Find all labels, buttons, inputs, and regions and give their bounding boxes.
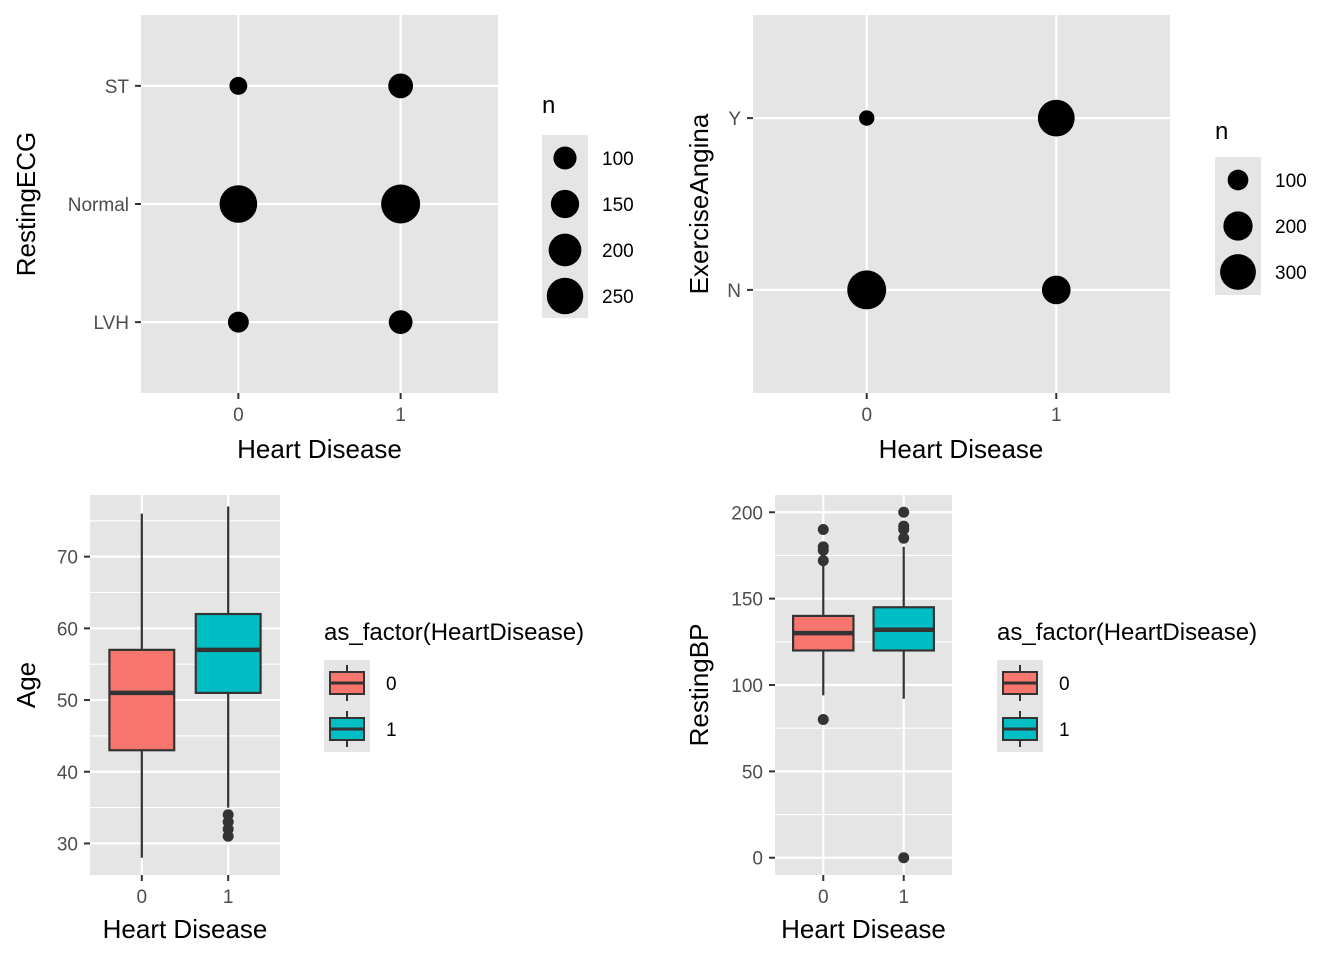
count-point [388, 73, 414, 99]
outlier-point [817, 524, 829, 536]
count-point [381, 184, 421, 224]
y-tick-label: 150 [731, 590, 763, 611]
chart-restingbp-boxplot: 0 50 100 150 200 0 1 Heart Disease RestingBP a… [684, 495, 1257, 944]
count-point [1037, 99, 1075, 137]
fill-legend: as_factor(HeartDisease) 0 1 [997, 619, 1257, 752]
outlier-point [222, 809, 234, 821]
y-tick-label: Normal [68, 195, 129, 216]
boxes [792, 506, 935, 864]
x-axis-title: Heart Disease [103, 914, 268, 944]
legend-size-key [1223, 211, 1253, 241]
y-axis-title: RestingECG [11, 132, 41, 277]
y-tick-label: 40 [57, 763, 78, 784]
count-point [219, 185, 258, 223]
legend-label: 200 [602, 241, 634, 262]
y-axis-title: RestingBP [684, 624, 714, 747]
legend-title: n [542, 92, 555, 119]
count-point [847, 270, 887, 310]
box-iqr [108, 648, 176, 752]
y-tick-label: 0 [752, 849, 763, 870]
count-point [859, 110, 875, 126]
axis-ticks: 30 40 50 60 70 0 1 [57, 548, 234, 908]
y-tick-label: 70 [57, 548, 78, 569]
legend-size-key [1220, 254, 1256, 290]
box-0 [108, 513, 176, 858]
outlier-point [817, 555, 829, 567]
size-legend: n 100 200 300 [1215, 118, 1307, 295]
size-legend: n 100 150 200 250 [542, 92, 634, 318]
y-tick-label: 30 [57, 834, 78, 855]
y-tick-label: ST [105, 77, 130, 98]
count-points [847, 99, 1075, 310]
x-tick-label: 1 [223, 887, 234, 908]
count-point [229, 76, 248, 95]
legend-size-key [553, 146, 577, 170]
y-tick-label: 200 [731, 503, 763, 524]
x-tick-label: 0 [137, 887, 148, 908]
y-tick-label: N [727, 281, 741, 302]
legend-title: as_factor(HeartDisease) [324, 619, 584, 646]
legend-label: 1 [1059, 720, 1070, 741]
x-axis-title: Heart Disease [237, 434, 402, 464]
legend-label: 250 [602, 287, 634, 308]
outlier-point [817, 714, 829, 726]
count-point [227, 311, 249, 333]
chart-resting-ecg: 0 1 LVH Normal ST Heart Disease RestingECG n… [11, 15, 634, 464]
count-points [219, 73, 421, 335]
x-tick-label: 1 [898, 887, 909, 908]
x-tick-label: 0 [818, 887, 829, 908]
legend-size-key [548, 233, 582, 267]
fill-legend: as_factor(HeartDisease) 0 1 [324, 619, 584, 752]
legend-title: n [1215, 118, 1228, 145]
legend-label: 0 [386, 674, 397, 695]
legend-size-key [546, 277, 584, 315]
grid-lines [753, 15, 1170, 393]
box-iqr [194, 612, 262, 694]
x-tick-label: 0 [233, 405, 244, 426]
box-0 [792, 524, 855, 726]
legend-label: 300 [1275, 263, 1307, 284]
outlier-point [898, 520, 910, 532]
boxes [108, 506, 262, 858]
legend-size-key [1227, 169, 1249, 191]
x-tick-label: 0 [861, 405, 872, 426]
legend-label: 1 [386, 720, 397, 741]
plot-panel [753, 15, 1170, 393]
chart-age-boxplot: 30 40 50 60 70 0 1 Heart Disease Age as_factor… [11, 495, 584, 944]
y-tick-label: 50 [57, 691, 78, 712]
outlier-point [898, 532, 910, 544]
box-1 [872, 506, 935, 864]
outlier-point [817, 541, 829, 553]
y-axis-title: ExerciseAngina [684, 113, 714, 294]
x-tick-label: 1 [1051, 405, 1062, 426]
outlier-point [898, 506, 910, 518]
legend-label: 150 [602, 195, 634, 216]
x-axis-title: Heart Disease [879, 434, 1044, 464]
count-point [1041, 275, 1071, 305]
legend-title: as_factor(HeartDisease) [997, 619, 1257, 646]
x-axis-title: Heart Disease [781, 914, 946, 944]
legend-label: 100 [602, 149, 634, 170]
y-tick-label: 60 [57, 619, 78, 640]
axis-ticks: 0 1 LVH Normal ST [68, 77, 406, 426]
y-axis-title: Age [11, 662, 41, 708]
count-point [388, 310, 413, 335]
y-tick-label: Y [728, 109, 741, 130]
axis-ticks: 0 1 N Y [727, 109, 1061, 426]
axis-ticks: 0 50 100 150 200 0 1 [731, 503, 909, 908]
chart-exercise-angina: 0 1 N Y Heart Disease ExerciseAngina n 100 2… [684, 15, 1307, 464]
y-tick-label: LVH [93, 313, 129, 334]
legend-label: 200 [1275, 217, 1307, 238]
box-1 [194, 506, 262, 842]
y-tick-label: 100 [731, 676, 763, 697]
legend-size-key [550, 189, 580, 219]
outlier-point [898, 852, 910, 864]
legend-label: 0 [1059, 674, 1070, 695]
y-tick-label: 50 [742, 762, 763, 783]
x-tick-label: 1 [395, 405, 406, 426]
legend-label: 100 [1275, 171, 1307, 192]
